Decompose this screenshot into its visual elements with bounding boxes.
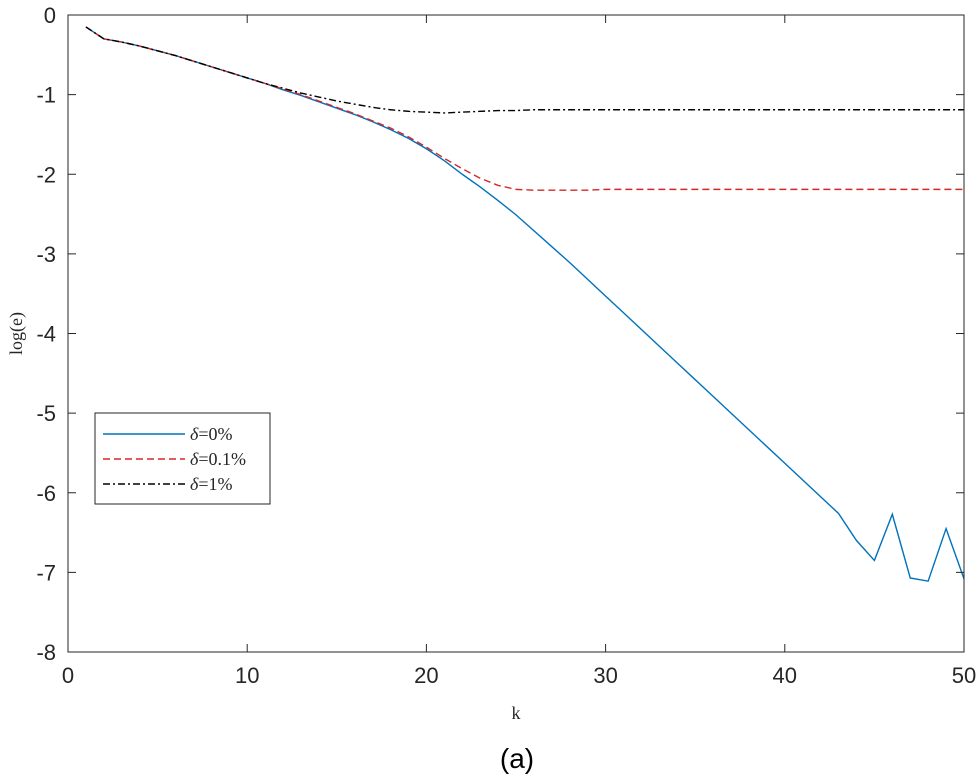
y-tick-label: -8 <box>36 640 56 665</box>
x-tick-label: 30 <box>593 663 617 688</box>
y-tick-label: -7 <box>36 560 56 585</box>
series-layer <box>85 26 965 582</box>
y-tick-label: -5 <box>36 401 56 426</box>
figure-caption: (a) <box>500 743 534 774</box>
x-axis: 0 10 20 30 40 50 <box>62 15 976 688</box>
y-tick-label: -2 <box>36 162 56 187</box>
series-line-3 <box>85 26 964 114</box>
x-tick-label: 40 <box>773 663 797 688</box>
y-axis-label: log(e) <box>6 312 27 355</box>
legend-label-1: δ=0% <box>190 424 233 444</box>
y-tick-label: 0 <box>44 3 56 28</box>
y-tick-label: -1 <box>36 83 56 108</box>
legend-label-2: δ=0.1% <box>190 449 246 469</box>
x-tick-label: 20 <box>414 663 438 688</box>
legend: δ=0% δ=0.1% δ=1% <box>94 412 271 505</box>
y-tick-label: -3 <box>36 242 56 267</box>
x-axis-label: k <box>512 703 521 723</box>
y-tick-label: -4 <box>36 322 56 347</box>
y-tick-label: -6 <box>36 481 56 506</box>
x-tick-label: 0 <box>62 663 74 688</box>
x-tick-label: 50 <box>952 663 976 688</box>
legend-label-3: δ=1% <box>190 474 233 494</box>
x-tick-label: 10 <box>235 663 259 688</box>
y-axis: 0 -1 -2 -3 -4 -5 -6 -7 -8 <box>36 3 964 665</box>
